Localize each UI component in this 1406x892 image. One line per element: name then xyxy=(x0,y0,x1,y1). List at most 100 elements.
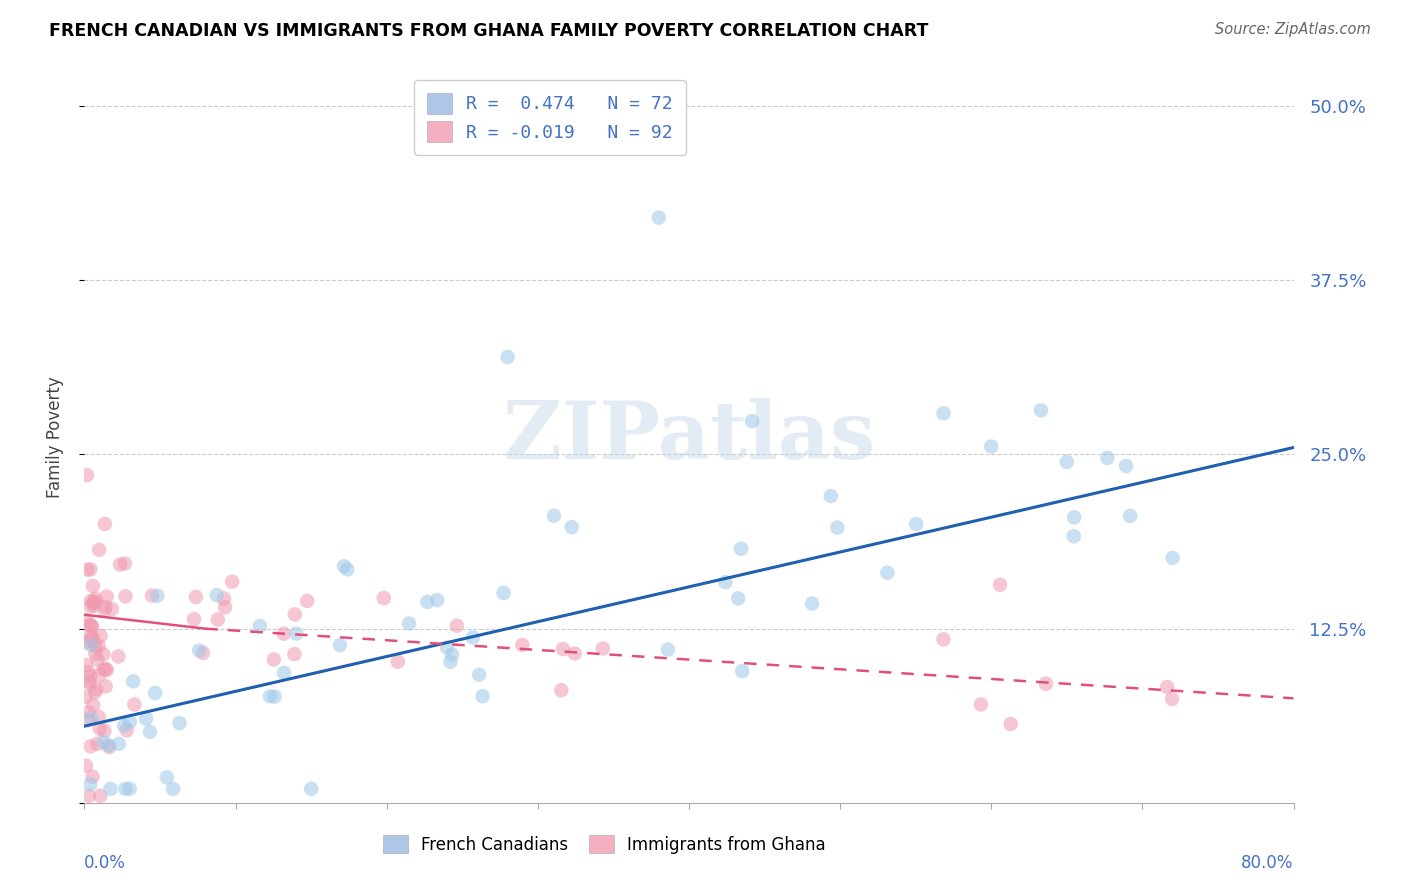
Text: 0.0%: 0.0% xyxy=(84,854,127,872)
Point xyxy=(731,664,754,678)
Point xyxy=(730,541,752,556)
Point xyxy=(284,607,307,622)
Point xyxy=(285,626,308,640)
Point xyxy=(1161,550,1184,565)
Point xyxy=(876,566,898,580)
Text: ZIPatlas: ZIPatlas xyxy=(503,398,875,476)
Point xyxy=(273,626,295,640)
Point xyxy=(543,508,565,523)
Point xyxy=(79,599,101,614)
Point xyxy=(1063,510,1085,524)
Point xyxy=(114,781,136,796)
Point xyxy=(82,630,104,644)
Point xyxy=(299,781,322,796)
Point xyxy=(441,648,464,662)
Point xyxy=(492,586,515,600)
Point xyxy=(297,594,319,608)
Point xyxy=(1119,508,1142,523)
Point xyxy=(93,603,115,617)
Point xyxy=(1097,450,1119,465)
Point xyxy=(1029,403,1052,417)
Point xyxy=(79,669,101,683)
Point xyxy=(122,674,145,689)
Point xyxy=(124,698,146,712)
Point xyxy=(283,647,305,661)
Point xyxy=(84,595,107,609)
Point xyxy=(79,628,101,642)
Point xyxy=(86,682,108,697)
Point xyxy=(184,590,207,604)
Point xyxy=(169,716,191,731)
Point xyxy=(97,738,120,752)
Point xyxy=(80,618,103,632)
Point xyxy=(75,658,97,673)
Point xyxy=(1063,529,1085,543)
Point xyxy=(89,722,111,736)
Point xyxy=(398,616,420,631)
Point xyxy=(93,648,115,662)
Point xyxy=(143,686,166,700)
Point xyxy=(118,714,141,729)
Point xyxy=(592,641,614,656)
Point xyxy=(387,655,409,669)
Point xyxy=(263,690,285,704)
Point xyxy=(648,211,671,225)
Point xyxy=(439,655,461,669)
Point xyxy=(80,594,103,608)
Point xyxy=(94,599,117,614)
Point xyxy=(820,489,842,503)
Point xyxy=(188,643,211,657)
Point xyxy=(93,723,115,738)
Point xyxy=(83,595,105,609)
Point xyxy=(79,739,101,754)
Point xyxy=(114,590,136,604)
Point xyxy=(79,676,101,690)
Point xyxy=(86,737,108,751)
Point xyxy=(657,642,679,657)
Legend: French Canadians, Immigrants from Ghana: French Canadians, Immigrants from Ghana xyxy=(377,829,832,860)
Point xyxy=(84,647,107,661)
Point xyxy=(118,781,141,796)
Text: FRENCH CANADIAN VS IMMIGRANTS FROM GHANA FAMILY POVERTY CORRELATION CHART: FRENCH CANADIAN VS IMMIGRANTS FROM GHANA… xyxy=(49,22,928,40)
Point xyxy=(1035,676,1057,690)
Point xyxy=(77,705,100,719)
Point xyxy=(84,639,107,653)
Point xyxy=(80,638,103,652)
Point xyxy=(1115,458,1137,473)
Point xyxy=(86,653,108,667)
Point xyxy=(83,599,105,613)
Point xyxy=(79,618,101,632)
Point xyxy=(87,710,110,724)
Point xyxy=(76,563,98,577)
Point xyxy=(82,698,104,712)
Point xyxy=(76,468,98,483)
Point xyxy=(373,591,395,606)
Point xyxy=(333,559,356,574)
Point xyxy=(273,665,295,680)
Point xyxy=(468,667,491,681)
Point xyxy=(329,638,352,652)
Text: 80.0%: 80.0% xyxy=(1241,854,1294,872)
Point xyxy=(727,591,749,606)
Point xyxy=(108,737,131,751)
Point xyxy=(75,758,97,772)
Point xyxy=(82,770,104,784)
Point xyxy=(98,739,121,754)
Point xyxy=(207,612,229,626)
Point xyxy=(205,588,228,602)
Point xyxy=(1000,717,1022,731)
Point xyxy=(75,690,97,704)
Y-axis label: Family Poverty: Family Poverty xyxy=(45,376,63,498)
Point xyxy=(82,579,104,593)
Point xyxy=(162,781,184,796)
Point xyxy=(249,619,271,633)
Point xyxy=(550,683,572,698)
Point xyxy=(87,639,110,653)
Point xyxy=(79,562,101,576)
Point xyxy=(212,591,235,606)
Point xyxy=(741,414,763,428)
Point xyxy=(446,618,468,632)
Point xyxy=(564,647,586,661)
Point xyxy=(139,724,162,739)
Point xyxy=(932,406,955,420)
